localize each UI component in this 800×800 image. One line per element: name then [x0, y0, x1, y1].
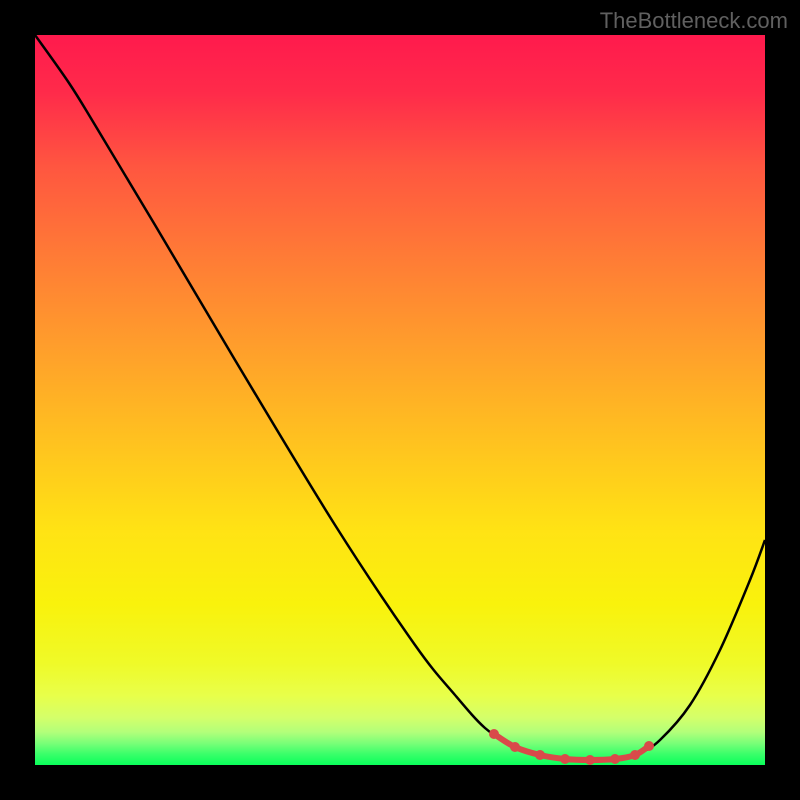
curve-marker: [644, 741, 654, 751]
curve-marker: [510, 742, 520, 752]
curve-marker: [630, 750, 640, 760]
curve-marker: [560, 754, 570, 764]
watermark-text: TheBottleneck.com: [600, 8, 788, 34]
curve-marker: [585, 755, 595, 765]
bottleneck-curve: [35, 35, 765, 760]
curve-marker: [489, 729, 499, 739]
curve-marker: [610, 754, 620, 764]
curve-layer: [35, 35, 765, 765]
plot-area: [35, 35, 765, 765]
curve-marker: [535, 750, 545, 760]
